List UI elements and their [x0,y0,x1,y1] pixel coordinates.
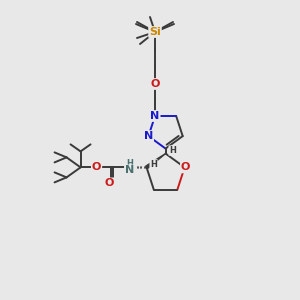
Text: Si: Si [149,27,161,37]
Text: O: O [150,79,160,89]
Text: O: O [105,178,114,188]
Text: O: O [92,162,101,172]
Text: N: N [125,165,134,176]
Text: H: H [150,160,157,169]
Text: O: O [181,162,190,172]
Text: N: N [144,131,153,141]
Text: N: N [150,111,160,121]
Text: H: H [126,159,133,168]
Text: H: H [169,146,176,155]
Polygon shape [146,154,166,169]
